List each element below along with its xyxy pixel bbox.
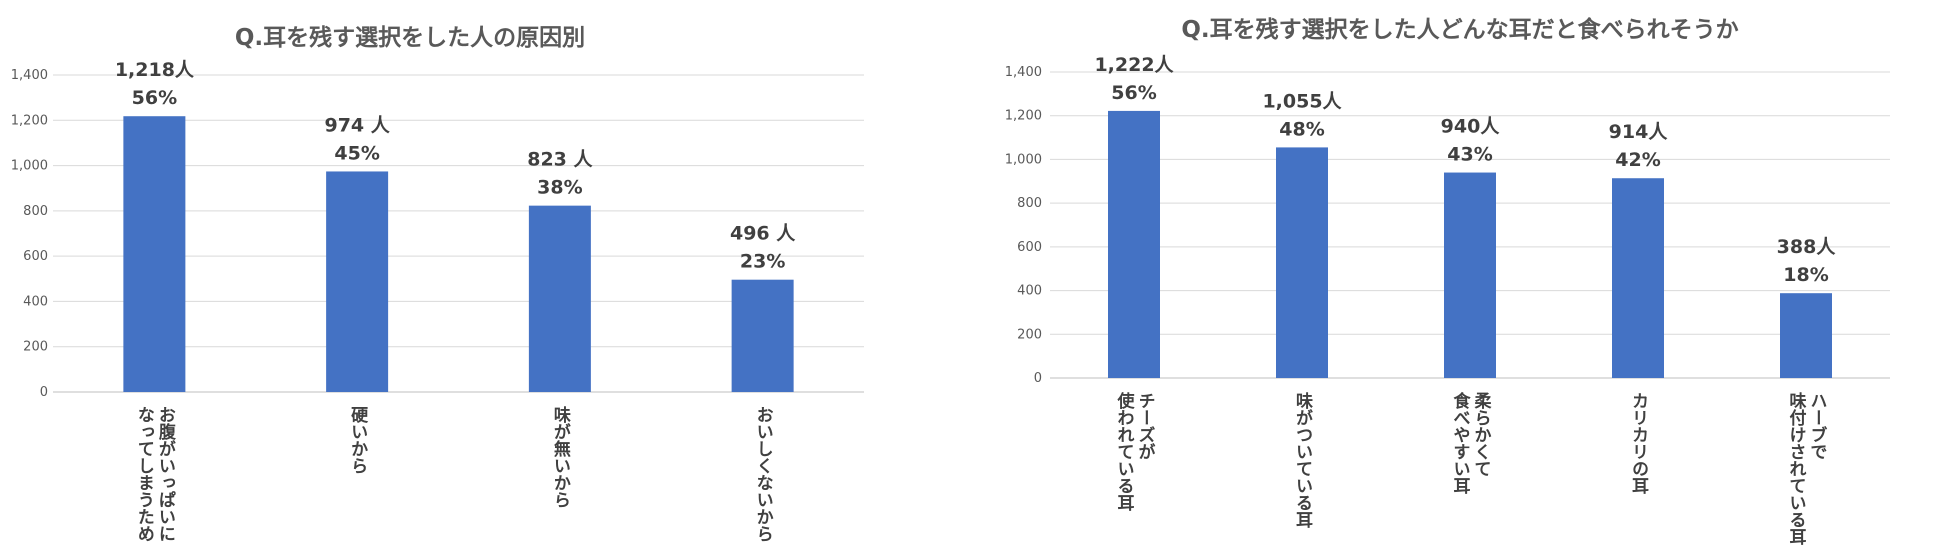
bar	[123, 116, 186, 393]
y-tick-label: 1,000	[1005, 152, 1042, 167]
data-label-count: 1,218人	[115, 59, 195, 81]
y-tick-label: 400	[1017, 284, 1042, 299]
bar	[1108, 110, 1160, 379]
bar	[1444, 172, 1496, 378]
data-label-count: 974 人	[324, 114, 390, 136]
category-label: 硬いから	[347, 406, 368, 474]
y-tick-label: 1,000	[11, 159, 48, 174]
y-tick-label: 0	[1034, 371, 1042, 386]
data-label-percent: 23%	[740, 251, 785, 273]
category-label: 柔らかくて	[1471, 392, 1492, 477]
bar	[731, 279, 794, 392]
category-label: 味付けされている耳	[1786, 391, 1807, 546]
bar-chart-reasons: 0 200 400 600 800 1,000 1,200 1,400 1,218人 56% お腹が…	[11, 59, 864, 542]
data-label-percent: 56%	[132, 87, 177, 109]
y-tick-label: 400	[23, 294, 48, 309]
bar	[1780, 293, 1832, 378]
category-label: カリカリの耳	[1628, 392, 1649, 495]
bar	[1612, 178, 1664, 378]
data-label-count: 1,222人	[1094, 54, 1174, 76]
data-label-percent: 38%	[537, 177, 582, 199]
data-label-percent: 18%	[1783, 264, 1828, 286]
bar	[326, 171, 389, 392]
data-label-count: 940人	[1441, 116, 1501, 138]
y-tick-label: 800	[1017, 196, 1042, 211]
data-label-percent: 56%	[1111, 82, 1156, 104]
category-label: 食べやすい耳	[1450, 391, 1471, 495]
chart-panel-preferences: Q.耳を残す選択をした人どんな耳だと食べられそうか 0 200 400 600 800 1…	[990, 0, 1930, 558]
category-label: なってしまうため	[134, 406, 154, 542]
data-label-percent: 45%	[334, 142, 379, 164]
bar	[528, 205, 591, 392]
y-tick-label: 200	[23, 340, 48, 355]
chart-title: Q.耳を残す選択をした人どんな耳だと食べられそうか	[1181, 17, 1739, 43]
category-label: 味が無いから	[550, 405, 571, 508]
y-tick-label: 1,400	[1005, 65, 1042, 80]
category-label: チーズが	[1135, 392, 1156, 460]
category-label: 使われている耳	[1114, 391, 1136, 512]
data-label-count: 914人	[1609, 121, 1669, 143]
category-label: おいしくないから	[753, 406, 773, 542]
y-tick-label: 0	[40, 385, 48, 400]
data-label-count: 1,055人	[1262, 90, 1342, 112]
y-tick-label: 600	[1017, 240, 1042, 255]
data-label-count: 388人	[1777, 236, 1837, 258]
chart-panel-reasons: Q.耳を残す選択をした人の原因別 0 200 400 600 800 1,000 1,200…	[0, 0, 900, 558]
data-label-percent: 42%	[1615, 149, 1660, 171]
y-tick-label: 800	[23, 204, 48, 219]
category-label: 味がついている耳	[1292, 391, 1313, 529]
y-tick-label: 1,200	[11, 113, 48, 128]
category-label: お腹がいっぱいに	[155, 406, 176, 542]
category-label: ハーブで	[1807, 392, 1828, 460]
y-tick-label: 600	[23, 249, 48, 264]
data-label-count: 496 人	[730, 223, 796, 245]
data-label-percent: 48%	[1279, 118, 1324, 140]
y-tick-label: 200	[1017, 327, 1042, 342]
y-tick-label: 1,400	[11, 68, 48, 83]
y-tick-label: 1,200	[1005, 109, 1042, 124]
data-label-count: 823 人	[527, 149, 593, 171]
chart-title: Q.耳を残す選択をした人の原因別	[234, 25, 586, 51]
bar	[1276, 147, 1328, 378]
data-label-percent: 43%	[1447, 144, 1492, 166]
bar-chart-preferences: 0 200 400 600 800 1,000 1,200 1,400 1,222人 56% チーズ…	[1005, 54, 1890, 546]
